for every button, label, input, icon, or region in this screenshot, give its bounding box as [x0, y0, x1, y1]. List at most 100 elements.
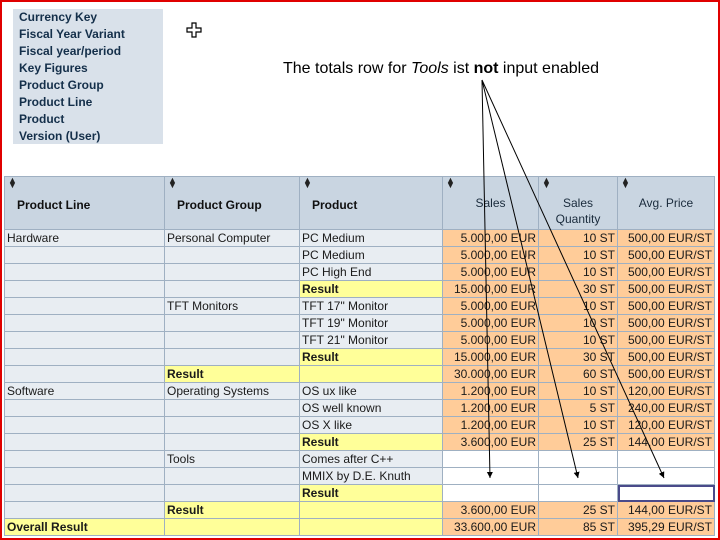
cell-avg-price: 395,29 EUR/ST: [617, 518, 715, 536]
filter-product-line[interactable]: Product Line: [19, 95, 93, 109]
cell-sales-quantity[interactable]: 10 ST: [538, 263, 618, 281]
cell-sales: 3.600,00 EUR: [442, 501, 539, 519]
cell-product-group: Result: [164, 365, 300, 383]
header-product[interactable]: ▲ ▼ Product: [299, 176, 443, 230]
cell-avg-price[interactable]: 500,00 EUR/ST: [617, 331, 715, 349]
cell-product: OS well known: [299, 399, 443, 417]
annotation-post: input enabled: [498, 60, 599, 77]
cell-product: PC Medium: [299, 246, 443, 264]
cell-product-line: [4, 365, 165, 383]
cell-product-line: [4, 416, 165, 434]
cell-sales-quantity[interactable]: 10 ST: [538, 314, 618, 332]
table-row: TFT Monitors TFT 17" Monitor 5.000,00 EUR 1…: [4, 297, 715, 315]
cell-product: Result: [299, 280, 443, 298]
table-row: Result 15.000,00 EUR 30 ST 500,00 EUR/ST: [4, 348, 715, 366]
annotation-italic: Tools: [411, 60, 449, 77]
cell-sales-quantity: 25 ST: [538, 433, 618, 451]
cell-avg-price: 144,00 EUR/ST: [617, 501, 715, 519]
cell-sales[interactable]: 5.000,00 EUR: [442, 314, 539, 332]
cell-sales[interactable]: [442, 467, 539, 485]
cell-avg-price[interactable]: 500,00 EUR/ST: [617, 297, 715, 315]
cell-avg-price[interactable]: 500,00 EUR/ST: [617, 246, 715, 264]
annotation-pre: The totals row for: [283, 60, 412, 77]
sort-icon[interactable]: ▲ ▼: [303, 176, 312, 190]
header-product-line[interactable]: ▲ ▼ Product Line: [4, 176, 165, 230]
cell-sales[interactable]: 5.000,00 EUR: [442, 246, 539, 264]
cell-product-line: Software: [4, 382, 165, 400]
header-sales-quantity[interactable]: ▲ ▼ Sales Quantity: [538, 176, 618, 230]
cell-product: TFT 21" Monitor: [299, 331, 443, 349]
cell-product-group: [164, 263, 300, 281]
cell-avg-price[interactable]: 120,00 EUR/ST: [617, 416, 715, 434]
cell-product: OS X like: [299, 416, 443, 434]
cell-sales-quantity[interactable]: 10 ST: [538, 331, 618, 349]
cell-avg-price[interactable]: 120,00 EUR/ST: [617, 382, 715, 400]
table-row: PC Medium 5.000,00 EUR 10 ST 500,00 EUR/ST: [4, 246, 715, 264]
filter-key-figures[interactable]: Key Figures: [19, 61, 88, 75]
cell-sales-quantity[interactable]: 5 ST: [538, 399, 618, 417]
cell-product: TFT 19" Monitor: [299, 314, 443, 332]
filter-fiscal-year-variant[interactable]: Fiscal Year Variant: [19, 27, 125, 41]
cell-product-line: [4, 433, 165, 451]
cell-sales: 3.600,00 EUR: [442, 433, 539, 451]
cell-sales[interactable]: 1.200,00 EUR: [442, 416, 539, 434]
header-row: ▲ ▼ Product Line ▲ ▼ Product Group ▲ ▼ Product…: [4, 176, 715, 230]
cell-product: Result: [299, 348, 443, 366]
sort-icon[interactable]: ▲ ▼: [168, 176, 177, 190]
filter-currency-key[interactable]: Currency Key: [19, 10, 98, 24]
cell-sales-quantity[interactable]: 10 ST: [538, 297, 618, 315]
cell-sales[interactable]: 5.000,00 EUR: [442, 263, 539, 281]
filter-product[interactable]: Product: [19, 112, 65, 126]
cell-product: Comes after C++: [299, 450, 443, 468]
table-row: Result 30.000,00 EUR 60 ST 500,00 EUR/ST: [4, 365, 715, 383]
cell-avg-price[interactable]: 500,00 EUR/ST: [617, 314, 715, 332]
cell-product-group: [164, 467, 300, 485]
table-row: Overall Result 33.600,00 EUR 85 ST 395,29 E…: [4, 518, 715, 536]
cell-sales: 30.000,00 EUR: [442, 365, 539, 383]
report-grid: ▲ ▼ Product Line ▲ ▼ Product Group ▲ ▼ Product…: [4, 176, 715, 536]
cell-product-line: [4, 501, 165, 519]
cell-sales-quantity[interactable]: [538, 450, 618, 468]
sort-icon[interactable]: ▲ ▼: [542, 176, 551, 190]
cell-sales[interactable]: 5.000,00 EUR: [442, 331, 539, 349]
header-avg-price[interactable]: ▲ ▼ Avg. Price: [617, 176, 715, 230]
cell-sales-quantity[interactable]: 10 ST: [538, 416, 618, 434]
cell-sales-quantity[interactable]: 10 ST: [538, 382, 618, 400]
cell-sales-quantity[interactable]: 10 ST: [538, 229, 618, 247]
cell-sales: 15.000,00 EUR: [442, 348, 539, 366]
cell-avg-price[interactable]: [617, 467, 715, 485]
cell-avg-price[interactable]: 500,00 EUR/ST: [617, 229, 715, 247]
cell-avg-price: [617, 484, 715, 502]
table-row: Tools Comes after C++: [4, 450, 715, 468]
cell-sales[interactable]: 1.200,00 EUR: [442, 399, 539, 417]
filter-product-group[interactable]: Product Group: [19, 78, 104, 92]
cell-avg-price[interactable]: 240,00 EUR/ST: [617, 399, 715, 417]
table-row: Result 15.000,00 EUR 30 ST 500,00 EUR/ST: [4, 280, 715, 298]
cell-product-group: [164, 518, 300, 536]
cell-product-group: [164, 280, 300, 298]
sort-icon[interactable]: ▲ ▼: [446, 176, 455, 190]
cell-sales-quantity[interactable]: 10 ST: [538, 246, 618, 264]
cell-sales[interactable]: 5.000,00 EUR: [442, 229, 539, 247]
sort-icon[interactable]: ▲ ▼: [621, 176, 630, 190]
cell-sales-quantity[interactable]: [538, 467, 618, 485]
filter-version-user[interactable]: Version (User): [19, 129, 101, 143]
cell-sales[interactable]: 1.200,00 EUR: [442, 382, 539, 400]
cell-product-line: [4, 246, 165, 264]
cell-avg-price[interactable]: [617, 450, 715, 468]
header-product-group[interactable]: ▲ ▼ Product Group: [164, 176, 300, 230]
cell-sales[interactable]: 5.000,00 EUR: [442, 297, 539, 315]
table-row: MMIX by D.E. Knuth: [4, 467, 715, 485]
cell-sales[interactable]: [442, 450, 539, 468]
cell-product-group: [164, 348, 300, 366]
annotation-bold: not: [473, 60, 499, 77]
filter-panel: Currency Key Fiscal Year Variant Fiscal …: [13, 9, 163, 144]
cell-avg-price[interactable]: 500,00 EUR/ST: [617, 263, 715, 281]
sort-icon[interactable]: ▲ ▼: [8, 176, 17, 190]
table-row: PC High End 5.000,00 EUR 10 ST 500,00 EUR/S…: [4, 263, 715, 281]
header-sales[interactable]: ▲ ▼ Sales: [442, 176, 539, 230]
cell-product-group: [164, 246, 300, 264]
filter-fiscal-year-period[interactable]: Fiscal year/period: [19, 44, 122, 58]
cell-product-line: [4, 450, 165, 468]
